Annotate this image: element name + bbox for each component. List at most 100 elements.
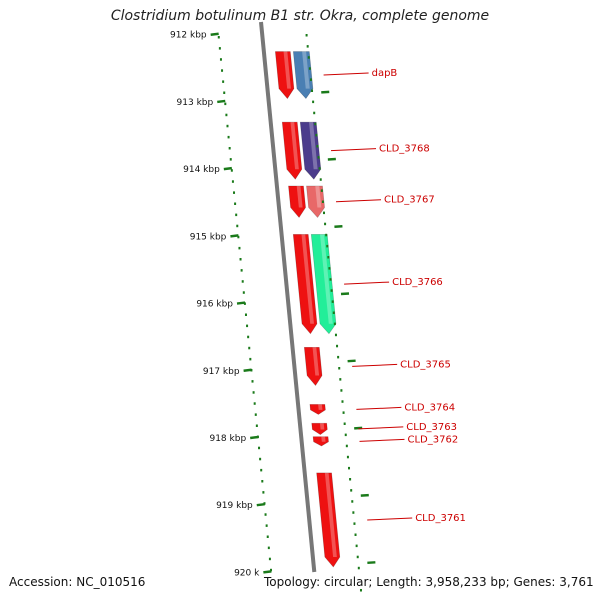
gene-arrow-cld_3761 bbox=[316, 472, 341, 568]
ruler-dot bbox=[248, 346, 251, 350]
ruler-dot bbox=[243, 302, 246, 305]
ruler-tick bbox=[217, 99, 226, 104]
ruler-dot bbox=[237, 235, 240, 239]
outer-dot bbox=[338, 367, 341, 370]
outer-dot bbox=[311, 89, 314, 92]
gene-leader-line bbox=[352, 363, 398, 367]
ruler-dot bbox=[267, 546, 270, 550]
outer-dot bbox=[340, 389, 343, 392]
ruler-dot bbox=[224, 102, 227, 106]
ruler-dot bbox=[217, 36, 220, 39]
gene-leader-line bbox=[336, 199, 382, 203]
gene-label-cld_3767[interactable]: CLD_3767 bbox=[384, 195, 435, 206]
ruler-dot bbox=[225, 113, 228, 117]
outer-dot bbox=[306, 45, 309, 48]
outer-dot bbox=[331, 300, 334, 303]
outer-dot bbox=[359, 589, 362, 592]
gene-arrow-cld_3766 bbox=[292, 234, 318, 335]
gene-leader-line bbox=[356, 406, 402, 410]
ruler-tick-label: 919 kbp bbox=[216, 501, 253, 511]
outer-dot bbox=[333, 322, 336, 326]
ruler-dot bbox=[263, 502, 266, 505]
outer-dot bbox=[316, 145, 319, 148]
ruler-dot bbox=[227, 135, 230, 139]
ruler-tick-label: 912 kbp bbox=[170, 31, 207, 41]
gene-leader-line bbox=[323, 72, 369, 76]
gene-label-cld_3765[interactable]: CLD_3765 bbox=[400, 359, 451, 370]
outer-tick bbox=[340, 292, 350, 296]
ruler-dot bbox=[242, 291, 245, 294]
gene-leader-line bbox=[330, 148, 377, 152]
ruler-tick-label: 913 kbp bbox=[177, 98, 214, 108]
feature-arrow-cld_3768 bbox=[299, 121, 322, 180]
outer-dot bbox=[309, 78, 312, 81]
ruler-tick bbox=[250, 435, 259, 440]
gene-arrow-cld_3768 bbox=[281, 121, 303, 180]
ruler-dot bbox=[269, 568, 272, 572]
ruler-tick bbox=[210, 32, 219, 36]
gene-arrow-cld_3762 bbox=[312, 436, 329, 447]
ruler-dot bbox=[259, 457, 262, 461]
gene-arrow-cld_3764 bbox=[309, 404, 326, 415]
ruler-tick bbox=[263, 570, 272, 574]
ruler-tick bbox=[223, 166, 232, 171]
gene-label-cld_3763[interactable]: CLD_3763 bbox=[406, 422, 457, 433]
ruler-dot bbox=[247, 335, 250, 339]
outer-dot bbox=[332, 311, 335, 314]
ruler-tick bbox=[256, 502, 265, 507]
gene-leader-line bbox=[344, 281, 390, 285]
gene-arrow-cld_3763 bbox=[311, 422, 328, 435]
ruler-tick-label: 917 kbp bbox=[203, 367, 240, 377]
gene-label-cld_3768[interactable]: CLD_3768 bbox=[379, 144, 430, 155]
ruler-dot bbox=[250, 369, 253, 372]
outer-dot bbox=[307, 56, 310, 59]
outer-dot bbox=[334, 333, 337, 337]
outer-dot bbox=[341, 400, 344, 403]
outer-dot bbox=[356, 555, 359, 559]
outer-dot bbox=[317, 156, 320, 159]
feature-arrow-dapb bbox=[292, 51, 314, 100]
ruler-ticks: 912 kbp 913 kbp 914 kbp 915 kbp 916 kbp 917 k… bbox=[170, 31, 272, 578]
ruler-dot bbox=[236, 224, 239, 228]
ruler-dot bbox=[253, 402, 256, 405]
genome-summary-text: Topology: circular; Length: 3,958,233 bp… bbox=[262, 575, 594, 589]
ruler-dot bbox=[223, 91, 226, 94]
accession-text: Accession: NC_010516 bbox=[9, 575, 146, 589]
genome-backbone-line bbox=[259, 21, 317, 573]
outer-ticks bbox=[321, 90, 376, 565]
ruler-dot bbox=[264, 513, 267, 516]
gene-label-dapb[interactable]: dapB bbox=[372, 68, 398, 79]
backbone bbox=[259, 21, 317, 573]
gene-label-cld_3762[interactable]: CLD_3762 bbox=[408, 434, 459, 445]
outer-dot bbox=[339, 378, 342, 381]
outer-dot bbox=[354, 533, 357, 536]
outer-dot bbox=[320, 189, 323, 192]
outer-tick bbox=[327, 157, 336, 161]
outer-dot bbox=[329, 278, 332, 281]
outer-dot bbox=[330, 289, 333, 292]
ruler-dot bbox=[258, 446, 261, 450]
ruler-dot bbox=[230, 169, 233, 172]
outer-tick bbox=[354, 426, 363, 430]
ruler-dot bbox=[254, 413, 257, 416]
ruler-tick bbox=[236, 301, 246, 305]
ruler-dot bbox=[218, 47, 221, 50]
ruler-dot bbox=[229, 158, 232, 161]
outer-dot bbox=[355, 544, 358, 548]
outer-tick bbox=[360, 493, 369, 497]
ruler-tick-label: 916 kbp bbox=[196, 300, 233, 310]
ruler-dot bbox=[221, 69, 224, 72]
outer-dot bbox=[344, 433, 347, 437]
gene-label-cld_3764[interactable]: CLD_3764 bbox=[404, 402, 455, 413]
outer-dot bbox=[318, 167, 321, 170]
gene-label-cld_3761[interactable]: CLD_3761 bbox=[415, 513, 466, 524]
ruler-dot bbox=[244, 313, 247, 316]
outer-dot bbox=[328, 267, 331, 270]
ruler-dot bbox=[268, 557, 271, 561]
outer-dot bbox=[319, 178, 322, 181]
ruler-dot bbox=[239, 258, 242, 261]
outer-dot bbox=[353, 522, 356, 525]
gene-label-cld_3766[interactable]: CLD_3766 bbox=[392, 277, 443, 288]
gene-arrow-cld_3767 bbox=[288, 185, 306, 219]
